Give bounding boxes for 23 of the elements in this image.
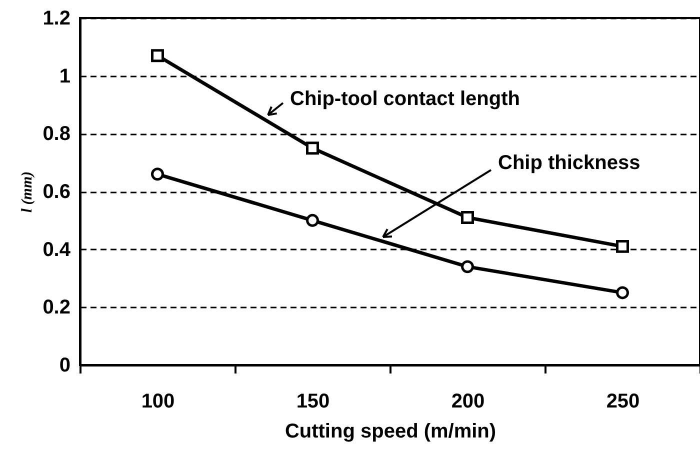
point [306, 142, 319, 155]
point [461, 260, 474, 274]
point [616, 240, 629, 253]
point [461, 211, 474, 224]
y-tick-label: 0.2 [42, 296, 70, 319]
point [616, 286, 629, 300]
y-tick-label: 1.2 [42, 8, 70, 30]
y-tick-label: 0.4 [42, 238, 72, 261]
x-tick-label: 250 [606, 390, 640, 412]
x-axis-title: Cutting speed (m/min) [284, 420, 496, 442]
y-tick-label: 0.6 [42, 181, 70, 203]
x-tick-label: 150 [296, 390, 330, 412]
text: Chip thickness [498, 152, 640, 174]
x-tick-label: 100 [141, 390, 175, 412]
y-tick-label: 1 [59, 65, 70, 88]
x-tick-label: 200 [451, 390, 485, 412]
point [151, 168, 164, 181]
point [306, 214, 319, 227]
legend-label: Chip-tool contact length [290, 88, 520, 110]
y-tick-label: 0 [59, 354, 70, 376]
point [151, 49, 164, 62]
y-axis-title: l (mm) [20, 171, 36, 213]
y-tick-label: 0.8 [42, 123, 70, 146]
